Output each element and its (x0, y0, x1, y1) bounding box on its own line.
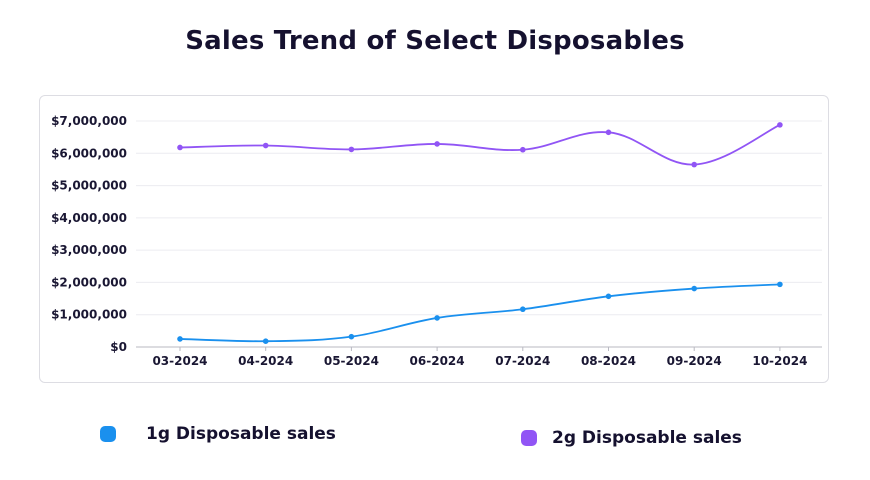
x-tick-label: 04-2024 (238, 354, 293, 368)
tick-labels: $0 $1,000,000 $2,000,000 $3,000,000 $4,000,0… (51, 114, 807, 368)
x-tick-label: 09-2024 (667, 354, 722, 368)
legend-swatch-2g (521, 430, 537, 446)
data-point (691, 161, 697, 168)
data-point (348, 333, 355, 340)
x-tick-label: 07-2024 (495, 354, 550, 368)
y-tick-label: $7,000,000 (51, 114, 127, 128)
legend-item-1g: 1g Disposable sales (100, 424, 336, 444)
legend-label-2g: 2g Disposable sales (552, 428, 742, 448)
data-point (434, 315, 440, 321)
axes (136, 346, 822, 351)
data-point (262, 338, 269, 344)
chart-card (39, 95, 829, 383)
y-tick-label: $6,000,000 (51, 146, 127, 160)
y-tick-label: $4,000,000 (51, 211, 127, 225)
data-point (777, 281, 783, 288)
series-line-0 (179, 283, 780, 343)
chart-title: Sales Trend of Select Disposables (185, 26, 685, 56)
data-point (434, 141, 440, 147)
y-tick-label: $0 (110, 340, 127, 354)
y-tick-label: $3,000,000 (51, 243, 127, 257)
grid-lines (136, 120, 822, 316)
data-point (348, 146, 355, 153)
data-point (177, 144, 183, 151)
x-tick-label: 08-2024 (581, 354, 636, 368)
data-point (691, 285, 697, 292)
y-tick-label: $2,000,000 (51, 275, 127, 289)
data-point (262, 142, 269, 149)
data-point (177, 336, 183, 342)
legend-item-2g: 2g Disposable sales (521, 428, 742, 448)
data-point (605, 129, 612, 136)
data-point (520, 306, 526, 313)
x-tick-label: 06-2024 (410, 354, 465, 368)
data-point (777, 122, 783, 128)
x-tick-label: 10-2024 (752, 354, 807, 368)
x-tick-label: 05-2024 (324, 354, 379, 368)
data-point (605, 293, 612, 300)
series (177, 122, 783, 344)
y-tick-label: $1,000,000 (51, 308, 127, 322)
legend-label-1g: 1g Disposable sales (146, 424, 336, 444)
series-line-1 (179, 124, 781, 166)
x-tick-label: 03-2024 (152, 354, 207, 368)
legend-swatch-1g (100, 426, 116, 442)
data-point (520, 146, 526, 153)
y-tick-label: $5,000,000 (51, 179, 127, 193)
